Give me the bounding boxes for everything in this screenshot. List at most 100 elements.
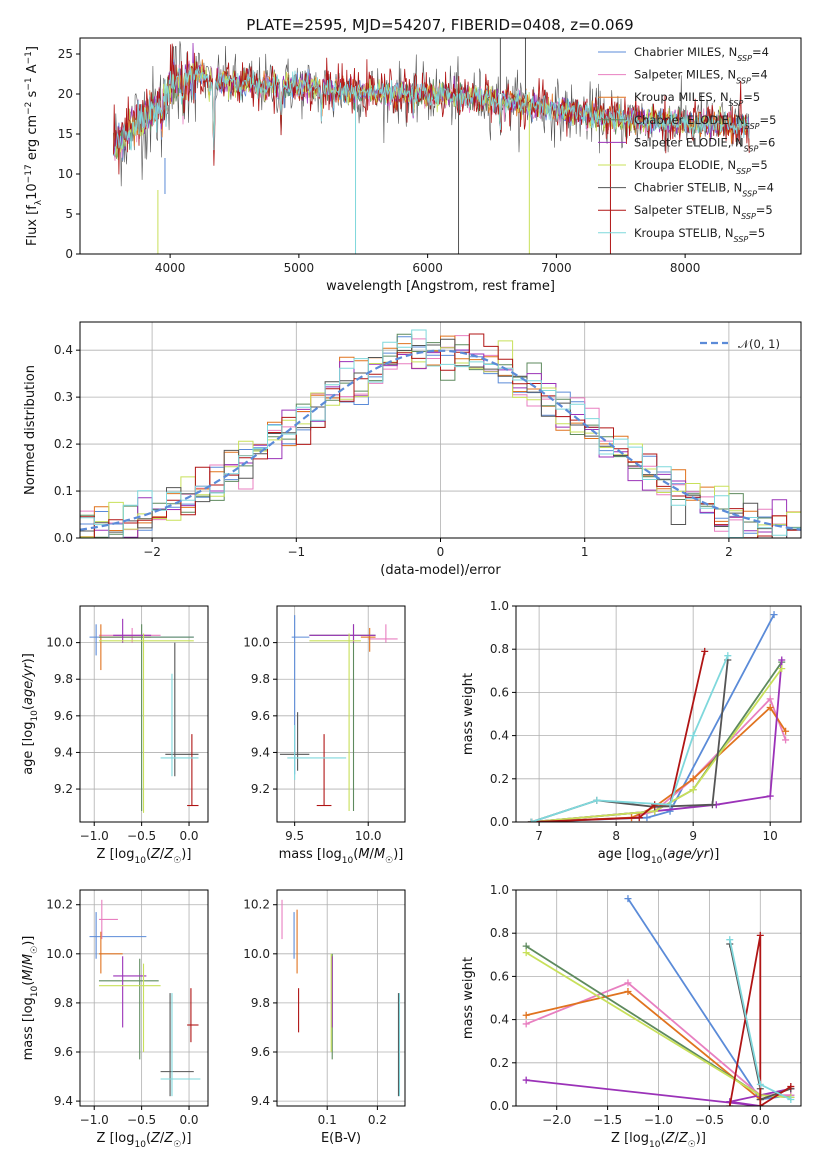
y-tick-label: 9.8	[251, 996, 270, 1010]
weight-marker	[593, 796, 601, 804]
x-tick-label: 0.0	[179, 1113, 198, 1127]
weight-marker	[778, 665, 786, 673]
weight-marker	[756, 1080, 764, 1088]
y-axis-label: mass weight	[461, 673, 476, 755]
x-tick-label: 5000	[284, 261, 315, 275]
plot-area	[80, 322, 801, 538]
y-tick-label: 10	[58, 167, 73, 181]
x-tick-label: 8000	[670, 261, 701, 275]
plot-area	[80, 606, 208, 822]
spectrum-line-kroupa-stelib	[113, 67, 750, 156]
x-tick-label: 6000	[412, 261, 443, 275]
x-axis-label: mass [log10(M/M☉)]	[279, 847, 404, 866]
y-tick-label: 10.0	[46, 636, 73, 650]
x-axis-label: age [log10(age/yr)]	[598, 847, 720, 866]
y-tick-label: 9.8	[54, 672, 73, 686]
y-tick-label: 9.6	[54, 1045, 73, 1059]
weight-marker	[624, 988, 632, 996]
y-tick-label: 0.4	[490, 729, 509, 743]
weight-marker	[522, 1076, 530, 1084]
y-tick-label: 10.2	[46, 898, 73, 912]
axes-frame	[79, 605, 209, 823]
x-tick-label: −1.5	[593, 1113, 622, 1127]
weight-marker	[522, 1020, 530, 1028]
y-tick-label: 10.0	[243, 947, 270, 961]
legend-entry: Chabrier ELODIE, NSSP=5	[634, 113, 776, 131]
x-tick-label: 9.5	[285, 829, 304, 843]
y-axis-label: age [log10(age/yr)]	[21, 653, 40, 775]
figure-title: PLATE=2595, MJD=54207, FIBERID=0408, z=0…	[246, 16, 633, 34]
legend-entry: Kroupa MILES, NSSP=5	[634, 90, 760, 108]
weight-marker	[787, 1096, 795, 1104]
x-tick-label: 0	[437, 545, 445, 559]
x-tick-label: 0.1	[318, 1113, 337, 1127]
weight-marker	[782, 736, 790, 744]
x-tick-label: −0.5	[127, 829, 156, 843]
y-tick-label: 25	[58, 47, 73, 61]
y-tick-label: 20	[58, 87, 73, 101]
panel-mass-vs-Z: −1.0 −0.5 0.0 9.4 9.6 9.8 10.0 10.2 Z [log10(Z/Z…	[21, 889, 209, 1150]
y-tick-label: 9.8	[251, 672, 270, 686]
axes-frame	[276, 889, 406, 1107]
y-tick-label: 9.2	[54, 782, 73, 796]
weight-marker	[787, 1083, 795, 1091]
plot-area	[516, 606, 801, 822]
y-tick-label: 9.4	[54, 745, 73, 759]
y-tick-label: 9.4	[251, 1094, 270, 1108]
plot-area	[113, 38, 750, 254]
x-tick-label: 8	[612, 829, 620, 843]
plot-area	[80, 890, 208, 1106]
x-axis-label: (data-model)/error	[380, 563, 501, 578]
y-tick-label: 0.4	[54, 343, 73, 357]
x-tick-label: 0.0	[751, 1113, 770, 1127]
panel-mass-vs-ebv: 0.1 0.2 9.4 9.6 9.8 10.0 10.2 E(B-V)	[243, 889, 406, 1146]
plot-area	[516, 890, 801, 1106]
x-tick-label: 2	[725, 545, 733, 559]
histogram-kroupa-stelib	[80, 329, 801, 538]
weight-marker	[624, 895, 632, 903]
axes-frame	[515, 605, 802, 823]
weight-line-chabrier-elodie	[531, 661, 783, 822]
x-tick-label: −1.0	[80, 829, 109, 843]
weight-marker	[522, 1011, 530, 1019]
weight-marker	[766, 695, 774, 703]
x-tick-label: 4000	[155, 261, 186, 275]
x-tick-label: 1	[581, 545, 589, 559]
weight-marker	[782, 727, 790, 735]
weight-marker	[770, 611, 778, 619]
y-axis-label: mass weight	[461, 957, 476, 1039]
legend-entry: Salpeter ELODIE, NSSP=6	[634, 135, 775, 153]
x-axis-label: E(B-V)	[321, 1131, 361, 1146]
panel-age-vs-mass: 9.5 10.0 9.2 9.4 9.6 9.8 10.0 mass [log10(M/M☉)…	[243, 605, 406, 866]
y-tick-label: 1.0	[490, 599, 509, 613]
legend-entry: Chabrier STELIB, NSSP=4	[634, 181, 774, 199]
x-tick-label: −0.5	[127, 1113, 156, 1127]
weight-marker	[624, 979, 632, 987]
x-axis-label: Z [log10(Z/Z☉)]	[97, 1131, 192, 1150]
y-tick-label: 9.6	[251, 709, 270, 723]
y-tick-label: 0.3	[54, 390, 73, 404]
y-tick-label: 10.2	[243, 898, 270, 912]
weight-marker	[522, 942, 530, 950]
x-tick-label: 0.0	[179, 829, 198, 843]
weight-line-salpeter-stelib	[728, 935, 792, 1106]
x-tick-label: 9	[689, 829, 697, 843]
x-axis-label: Z [log10(Z/Z☉)]	[97, 847, 192, 866]
weight-marker	[689, 786, 697, 794]
plot-area	[277, 890, 405, 1106]
x-tick-label: 0.2	[368, 1113, 387, 1127]
y-tick-label: 9.2	[251, 782, 270, 796]
y-tick-label: 9.6	[54, 709, 73, 723]
y-axis-label: Flux [fλ10−17 erg cm−2 s−1 A−1]	[24, 46, 44, 246]
weight-marker	[756, 1102, 764, 1106]
weight-marker	[726, 1102, 734, 1106]
x-tick-label: −2.0	[542, 1113, 571, 1127]
weight-line-salpeter-elodie	[531, 659, 783, 822]
x-tick-label: −1.0	[644, 1113, 673, 1127]
weight-marker	[766, 704, 774, 712]
y-tick-label: 0.0	[490, 815, 509, 829]
weight-marker	[643, 814, 651, 822]
y-tick-label: 9.6	[251, 1045, 270, 1059]
panel-residuals: −2 −1 0 1 2 0.0 0.1 0.2 0.3 0.4 (data-model)/error…	[23, 321, 802, 578]
weight-marker	[635, 814, 643, 822]
